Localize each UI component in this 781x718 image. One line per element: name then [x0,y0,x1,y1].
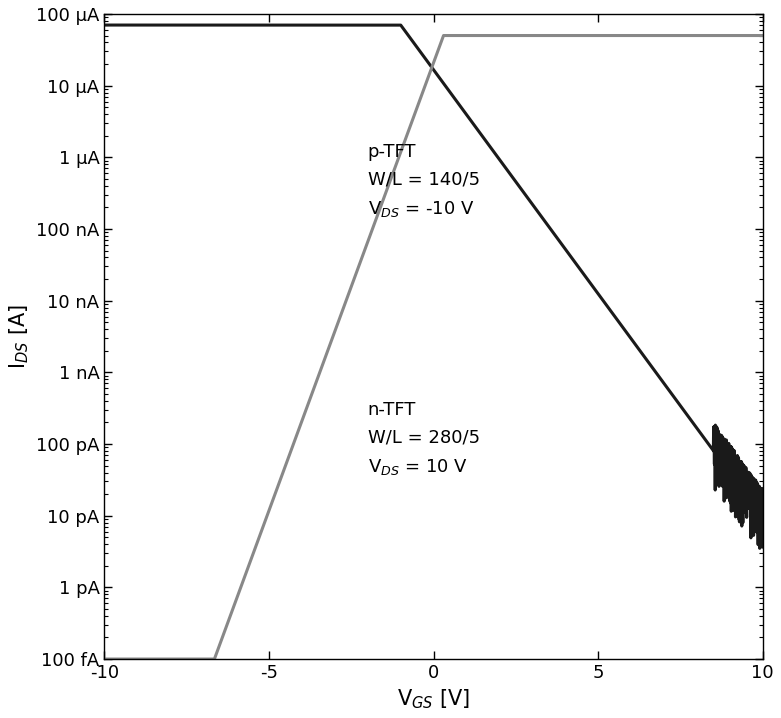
Y-axis label: I$_{DS}$ [A]: I$_{DS}$ [A] [7,304,30,369]
Text: p-TFT
W/L = 140/5
V$_{DS}$ = -10 V: p-TFT W/L = 140/5 V$_{DS}$ = -10 V [368,143,480,219]
X-axis label: V$_{GS}$ [V]: V$_{GS}$ [V] [397,687,470,711]
Text: n-TFT
W/L = 280/5
V$_{DS}$ = 10 V: n-TFT W/L = 280/5 V$_{DS}$ = 10 V [368,401,480,477]
